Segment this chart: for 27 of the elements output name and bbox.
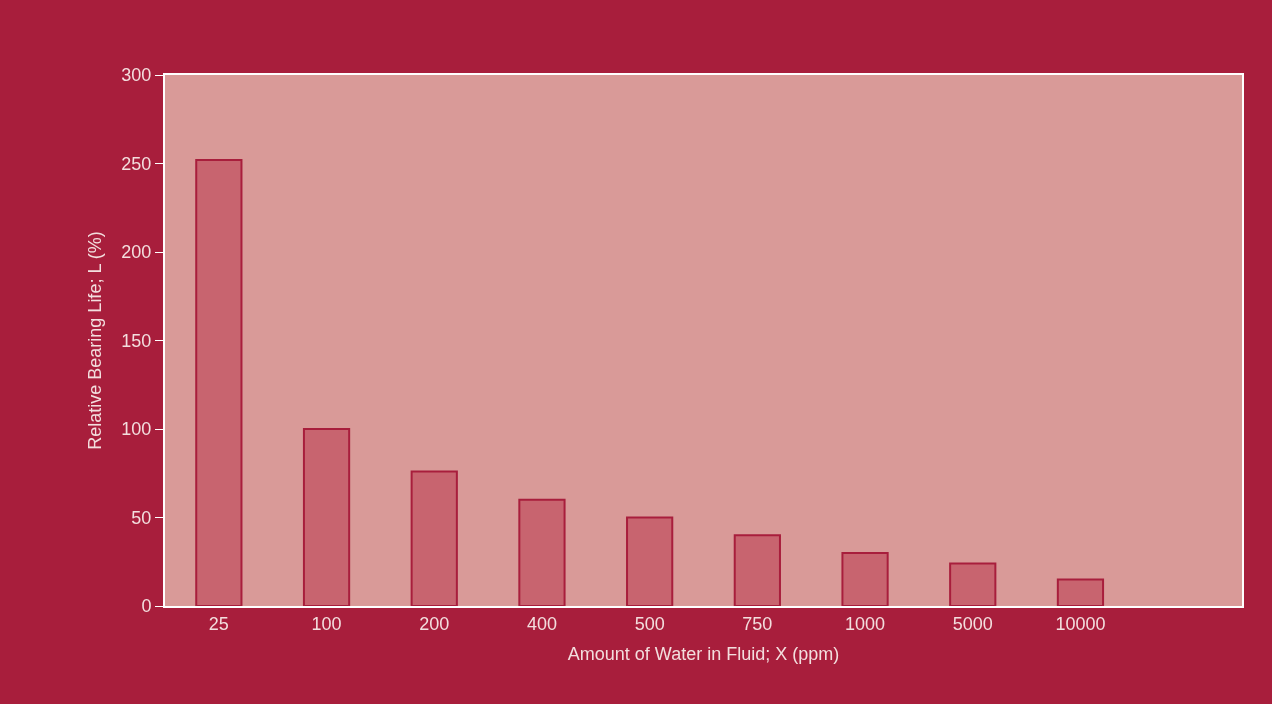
y-tick-label: 250 [121, 153, 152, 174]
bar [518, 498, 566, 606]
bar [949, 562, 997, 606]
y-tick-label: 0 [141, 596, 152, 617]
y-tick-label: 50 [131, 507, 152, 528]
x-tick-label: 750 [742, 613, 773, 634]
x-tick-label: 400 [526, 613, 557, 634]
x-tick-label: 200 [419, 613, 450, 634]
bar [841, 551, 889, 606]
x-axis-title: Amount of Water in Fluid; X (ppm) [567, 644, 840, 665]
bar [626, 516, 674, 606]
x-tick-label: 100 [311, 613, 342, 634]
bar [1056, 578, 1105, 606]
bar [302, 428, 351, 606]
bar [733, 534, 781, 606]
y-tick-label: 150 [121, 330, 152, 351]
x-tick-label: 25 [208, 613, 229, 634]
bar [410, 470, 458, 606]
x-tick-label: 1000 [845, 613, 886, 634]
y-tick-label: 100 [121, 419, 152, 440]
y-tick-label: 300 [121, 65, 152, 86]
bar [195, 158, 243, 606]
x-tick-label: 10000 [1055, 613, 1106, 634]
x-tick-label: 500 [634, 613, 665, 634]
y-tick-label: 200 [121, 242, 152, 263]
y-axis-title: Relative Bearing Life; L (%) [85, 231, 106, 450]
x-tick-label: 5000 [952, 613, 993, 634]
